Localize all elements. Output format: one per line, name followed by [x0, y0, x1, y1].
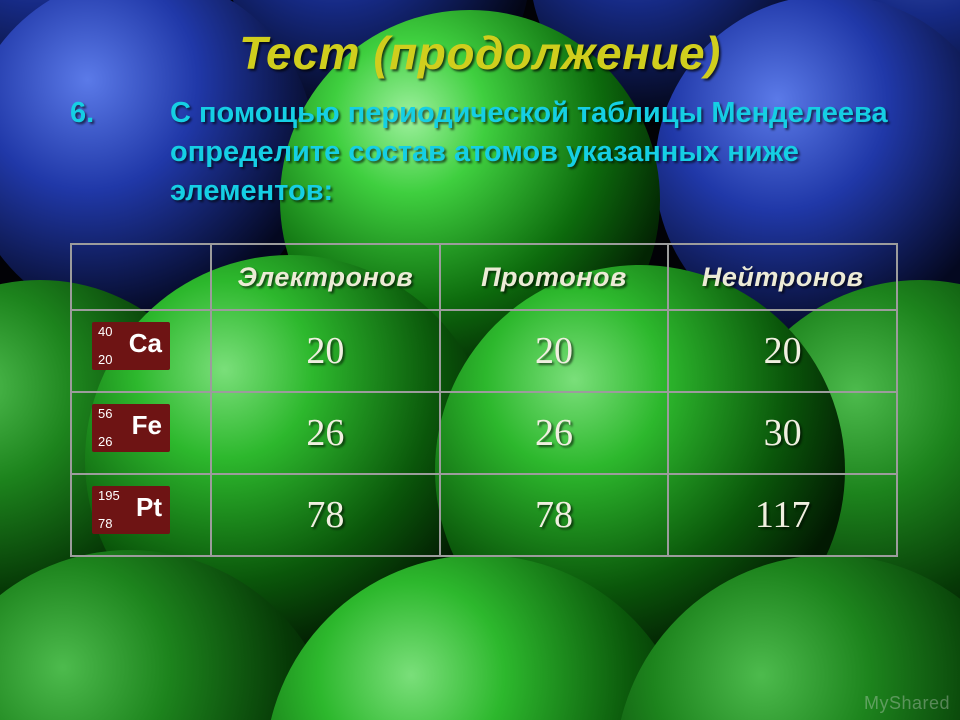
- slide-title: Тест (продолжение): [0, 0, 960, 80]
- cell-electrons: 20: [211, 310, 440, 392]
- cell-protons: 78: [440, 474, 669, 556]
- element-tile-ca: 40 20 Ca: [92, 322, 170, 370]
- watermark: MyShared: [864, 693, 950, 714]
- question-text: 6.С помощью периодической таблицы Мендел…: [0, 80, 960, 211]
- header-empty: [71, 244, 211, 310]
- table-row: 56 26 Fe 26 26 30: [71, 392, 897, 474]
- element-symbol: Pt: [136, 494, 162, 520]
- element-mass: 40: [98, 325, 112, 338]
- element-number: 78: [98, 517, 112, 530]
- table-header-row: Электронов Протонов Нейтронов: [71, 244, 897, 310]
- composition-table-wrap: Электронов Протонов Нейтронов 40 20 Ca 2…: [70, 243, 898, 557]
- cell-protons: 20: [440, 310, 669, 392]
- cell-electrons: 78: [211, 474, 440, 556]
- element-mass: 195: [98, 489, 120, 502]
- composition-table: Электронов Протонов Нейтронов 40 20 Ca 2…: [70, 243, 898, 557]
- element-tile-pt: 195 78 Pt: [92, 486, 170, 534]
- header-electrons: Электронов: [211, 244, 440, 310]
- table-row: 40 20 Ca 20 20 20: [71, 310, 897, 392]
- question-body: С помощью периодической таблицы Менделее…: [170, 97, 888, 207]
- question-number: 6.: [120, 94, 170, 133]
- element-cell: 40 20 Ca: [71, 310, 211, 392]
- element-cell: 56 26 Fe: [71, 392, 211, 474]
- cell-protons: 26: [440, 392, 669, 474]
- element-cell: 195 78 Pt: [71, 474, 211, 556]
- element-symbol: Ca: [129, 330, 162, 356]
- element-number: 20: [98, 353, 112, 366]
- cell-neutrons: 117: [668, 474, 897, 556]
- header-protons: Протонов: [440, 244, 669, 310]
- element-mass: 56: [98, 407, 112, 420]
- cell-electrons: 26: [211, 392, 440, 474]
- element-tile-fe: 56 26 Fe: [92, 404, 170, 452]
- header-neutrons: Нейтронов: [668, 244, 897, 310]
- element-symbol: Fe: [132, 412, 162, 438]
- element-number: 26: [98, 435, 112, 448]
- table-row: 195 78 Pt 78 78 117: [71, 474, 897, 556]
- slide-content: Тест (продолжение) 6.С помощью периодиче…: [0, 0, 960, 720]
- cell-neutrons: 20: [668, 310, 897, 392]
- cell-neutrons: 30: [668, 392, 897, 474]
